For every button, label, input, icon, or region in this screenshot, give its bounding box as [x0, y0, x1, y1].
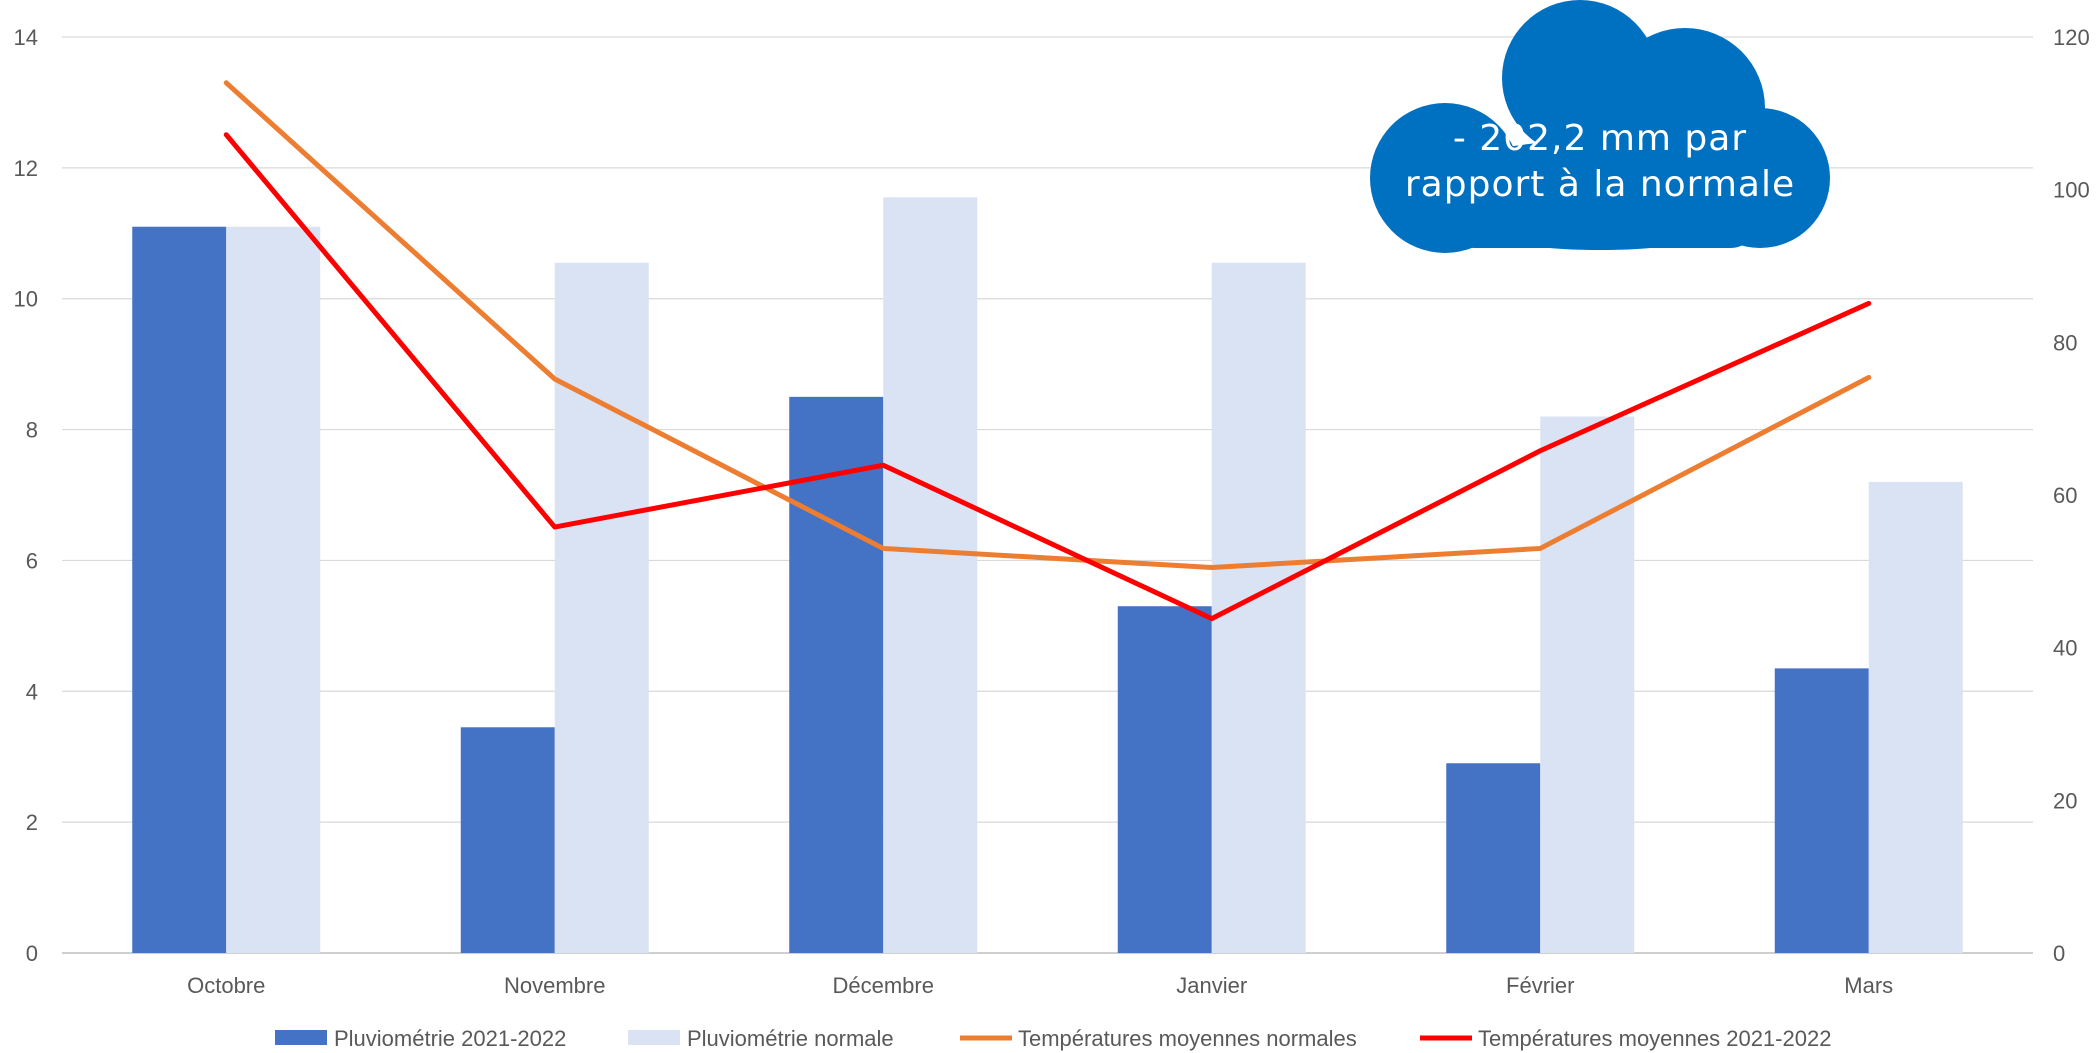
left-axis-ticks: 0 2 4 6 8 10 12 14 — [14, 25, 38, 966]
bar-pluvio-normale — [1211, 262, 1306, 953]
right-tick-label: 20 — [2053, 788, 2077, 813]
legend: Pluviométrie 2021-2022 Pluviométrie norm… — [275, 1026, 1831, 1051]
category-label: Mars — [1844, 973, 1893, 998]
cloud-text-line-1: - 202,2 mm par — [1453, 118, 1747, 159]
legend-label-temp-normales: Températures moyennes normales — [1018, 1026, 1357, 1051]
legend-item-pluvio-normale: Pluviométrie normale — [628, 1026, 894, 1051]
bar-pluvio-2021-2022 — [1774, 668, 1869, 953]
bar-pluvio-2021-2022 — [1446, 763, 1541, 953]
bar-pluvio-normale — [1540, 416, 1635, 953]
left-tick-label: 14 — [14, 25, 38, 50]
cloud-icon — [1370, 0, 1830, 253]
left-tick-label: 4 — [26, 679, 38, 704]
legend-swatch-pluvio-2021-2022 — [275, 1030, 327, 1045]
right-tick-label: 100 — [2053, 178, 2090, 203]
bar-pluvio-normale — [883, 197, 978, 954]
legend-label-pluvio-2021-2022: Pluviométrie 2021-2022 — [334, 1026, 566, 1051]
cloud-text-line-2: rapport à la normale — [1405, 164, 1795, 205]
bar-pluvio-normale — [226, 226, 321, 953]
category-label: Janvier — [1176, 973, 1247, 998]
bar-pluvio-normale — [1868, 481, 1963, 953]
right-axis-ticks: 0 20 40 60 80 100 120 — [2053, 25, 2090, 966]
left-tick-label: 10 — [14, 287, 38, 312]
bars — [132, 197, 1963, 954]
left-tick-label: 2 — [26, 810, 38, 835]
category-label: Octobre — [187, 973, 265, 998]
left-tick-label: 8 — [26, 418, 38, 443]
category-labels: Octobre Novembre Décembre Janvier Février Mar… — [187, 973, 1893, 998]
left-tick-label: 12 — [14, 156, 38, 181]
bar-pluvio-2021-2022 — [460, 727, 555, 953]
legend-item-temp-2021-2022: Températures moyennes 2021-2022 — [1420, 1026, 1831, 1051]
category-label: Février — [1506, 973, 1574, 998]
bar-pluvio-2021-2022 — [1117, 606, 1212, 953]
left-tick-label: 0 — [26, 941, 38, 966]
legend-label-temp-2021-2022: Températures moyennes 2021-2022 — [1478, 1026, 1831, 1051]
legend-label-pluvio-normale: Pluviométrie normale — [687, 1026, 894, 1051]
line-temp-normales — [223, 80, 1872, 571]
legend-item-pluvio-2021-2022: Pluviométrie 2021-2022 — [275, 1026, 566, 1051]
right-tick-label: 120 — [2053, 25, 2090, 50]
legend-item-temp-normales: Températures moyennes normales — [960, 1026, 1357, 1051]
lines — [223, 80, 1872, 622]
right-tick-label: 40 — [2053, 636, 2077, 661]
category-label: Novembre — [504, 973, 605, 998]
right-tick-label: 60 — [2053, 483, 2077, 508]
bar-pluvio-normale — [554, 262, 649, 953]
bar-pluvio-2021-2022 — [132, 226, 227, 953]
right-tick-label: 80 — [2053, 330, 2077, 355]
legend-swatch-pluvio-normale — [628, 1030, 680, 1045]
gridlines — [62, 36, 2033, 954]
left-tick-label: 6 — [26, 548, 38, 573]
category-label: Décembre — [833, 973, 934, 998]
line-temp-2021-2022 — [223, 132, 1872, 622]
cloud-annotation: - 202,2 mm par rapport à la normale — [1370, 0, 1830, 253]
bar-pluvio-2021-2022 — [789, 396, 884, 953]
right-tick-label: 0 — [2053, 941, 2065, 966]
